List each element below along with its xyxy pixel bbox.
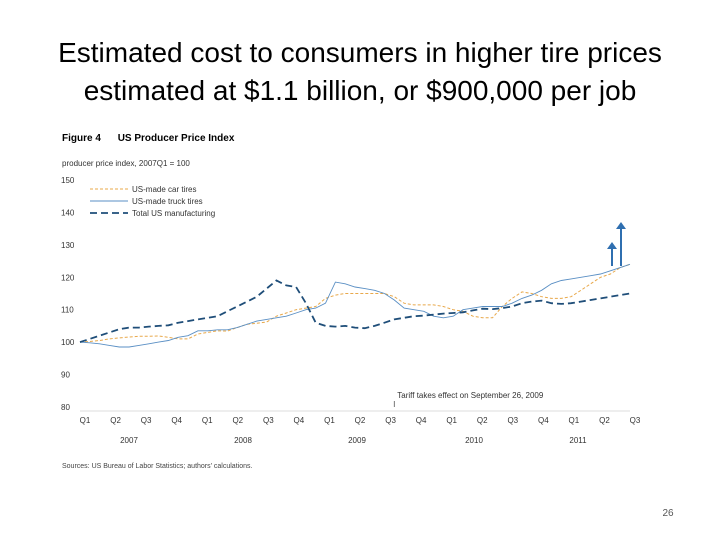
x-tick-label: Q3	[630, 416, 641, 425]
x-tick-label: Q3	[507, 416, 518, 425]
y-tick-label: 80	[61, 403, 70, 412]
tariff-annotation: Tariff takes effect on September 26, 200…	[397, 391, 544, 400]
x-year-label: 2010	[465, 436, 483, 445]
slide-number: 26	[662, 508, 674, 519]
x-tick-label: Q1	[80, 416, 91, 425]
x-tick-label: Q4	[294, 416, 305, 425]
x-tick-label: Q4	[171, 416, 182, 425]
x-tick-label: Q1	[324, 416, 335, 425]
x-tick-label: Q3	[141, 416, 152, 425]
y-tick-label: 120	[61, 273, 75, 282]
figure-title: US Producer Price Index	[117, 133, 235, 144]
legend-label-1: US-made car tires	[132, 185, 196, 194]
x-tick-label: Q2	[477, 416, 488, 425]
y-tick-label: 130	[61, 241, 75, 250]
y-tick-label: 150	[61, 176, 75, 185]
x-tick-label: Q2	[110, 416, 121, 425]
x-tick-label: Q2	[232, 416, 243, 425]
y-tick-label: 100	[61, 338, 75, 347]
series-line-2	[79, 263, 631, 348]
x-year-label: 2009	[348, 436, 366, 445]
x-tick-label: Q1	[446, 416, 457, 425]
x-tick-label: Q3	[385, 416, 396, 425]
y-tick-label: 90	[61, 371, 70, 380]
series-line-1	[79, 263, 631, 343]
figure-label: Figure 4	[62, 133, 101, 144]
x-tick-label: Q1	[202, 416, 213, 425]
y-axis-caption: producer price index, 2007Q1 = 100	[62, 159, 190, 168]
source-note: Sources: US Bureau of Labor Statistics; …	[62, 463, 253, 470]
x-tick-label: Q2	[599, 416, 610, 425]
slide-title: Estimated cost to consumers in higher ti…	[20, 34, 700, 110]
x-tick-label: Q3	[263, 416, 274, 425]
price-gap-arrow-large-head	[616, 222, 626, 229]
x-tick-label: Q2	[355, 416, 366, 425]
figure-header: Figure 4 US Producer Price Index	[62, 133, 234, 144]
slide-title-line1: Estimated cost to consumers in higher ti…	[58, 37, 662, 68]
x-year-label: 2011	[569, 436, 587, 445]
legend-label-2: US-made truck tires	[132, 197, 203, 206]
legend-label-3: Total US manufacturing	[132, 209, 215, 218]
series-line-3	[79, 279, 631, 343]
slide-title-line2: estimated at $1.1 billion, or $900,000 p…	[83, 75, 637, 106]
x-tick-label: Q4	[416, 416, 427, 425]
x-tick-label: Q4	[538, 416, 549, 425]
x-tick-label: Q1	[569, 416, 580, 425]
price-gap-arrow-small-head	[607, 242, 617, 249]
y-tick-label: 110	[61, 306, 74, 315]
y-tick-label: 140	[61, 208, 75, 217]
x-year-label: 2007	[120, 436, 138, 445]
x-year-label: 2008	[234, 436, 252, 445]
